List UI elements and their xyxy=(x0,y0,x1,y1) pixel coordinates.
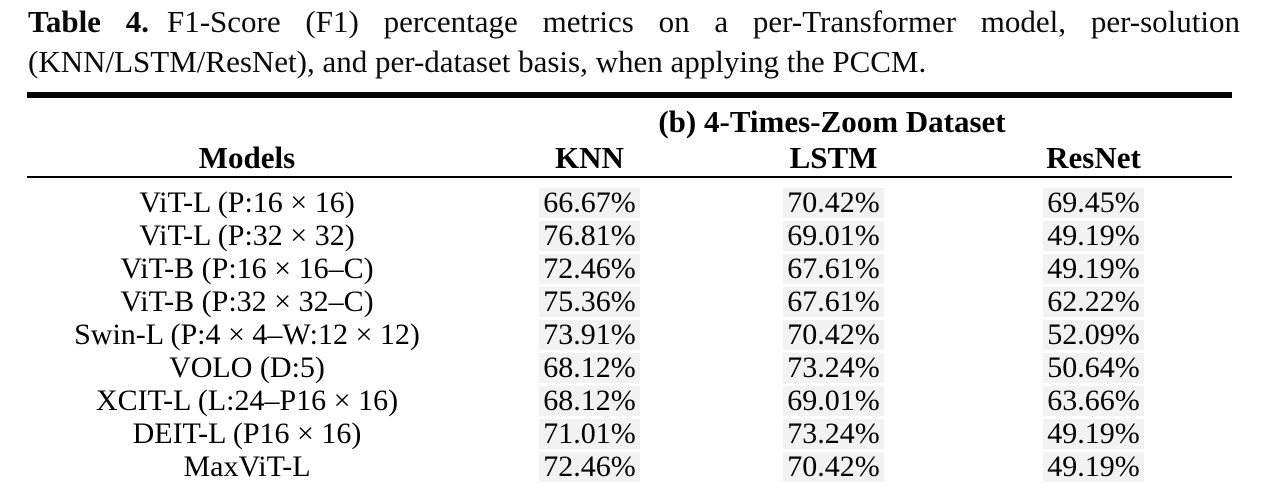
resnet-value-cell: 49.19% xyxy=(955,219,1232,252)
resnet-value-cell: 62.22% xyxy=(955,285,1232,318)
table-row: Swin-L (P:4 × 4–W:12 × 12) 73.91% 70.42%… xyxy=(27,318,1232,351)
knn-value-cell: 72.46% xyxy=(467,252,712,285)
resnet-value: 49.19% xyxy=(1043,452,1144,482)
model-name-cell: XCIT-L (L:24–P16 × 16) xyxy=(95,384,399,417)
table-top-rule xyxy=(27,92,1232,98)
lstm-value: 73.24% xyxy=(783,419,884,449)
caption-table-label: Table 4. xyxy=(28,4,149,39)
lstm-value-cell: 67.61% xyxy=(712,285,955,318)
lstm-value: 70.42% xyxy=(783,320,884,350)
column-header-lstm: LSTM xyxy=(789,140,878,175)
table-body: ViT-L (P:16 × 16) 66.67% 70.42% 69.45% V… xyxy=(27,186,1232,483)
knn-value: 66.67% xyxy=(539,188,640,218)
resnet-value-cell: 52.09% xyxy=(955,318,1232,351)
lstm-value-cell: 69.01% xyxy=(712,219,955,252)
column-header-knn: KNN xyxy=(555,140,624,175)
caption-line-1-text: F1-Score (F1) percentage metrics on a pe… xyxy=(166,4,1241,39)
knn-value-cell: 71.01% xyxy=(467,417,712,450)
knn-value: 72.46% xyxy=(539,452,640,482)
results-table: (b) 4-Times-Zoom Dataset Models KNN LSTM… xyxy=(27,92,1232,483)
dataset-group-header-row: (b) 4-Times-Zoom Dataset xyxy=(27,106,1232,140)
table-row: MaxViT-L 72.46% 70.42% 49.19% xyxy=(27,450,1232,483)
knn-value: 76.81% xyxy=(539,221,640,251)
knn-value: 72.46% xyxy=(539,254,640,284)
lstm-value: 70.42% xyxy=(783,452,884,482)
resnet-value: 50.64% xyxy=(1043,353,1144,383)
lstm-value-cell: 69.01% xyxy=(712,384,955,417)
resnet-value-cell: 49.19% xyxy=(955,252,1232,285)
lstm-value: 70.42% xyxy=(783,188,884,218)
header-separator-rule xyxy=(27,176,1232,178)
column-header-resnet: ResNet xyxy=(1046,140,1141,175)
knn-value: 75.36% xyxy=(539,287,640,317)
table-caption: Table 4. F1-Score (F1) percentage metrics… xyxy=(28,2,1240,82)
knn-value-cell: 68.12% xyxy=(467,351,712,384)
table-row: ViT-B (P:16 × 16–C) 72.46% 67.61% 49.19% xyxy=(27,252,1232,285)
resnet-value-cell: 69.45% xyxy=(955,186,1232,219)
column-header-models: Models xyxy=(198,140,296,175)
resnet-value-cell: 63.66% xyxy=(955,384,1232,417)
lstm-value-cell: 70.42% xyxy=(712,318,955,351)
dataset-group-header: (b) 4-Times-Zoom Dataset xyxy=(658,104,1006,139)
knn-value-cell: 68.12% xyxy=(467,384,712,417)
model-name-cell: ViT-B (P:32 × 32–C) xyxy=(120,285,374,318)
knn-value-cell: 72.46% xyxy=(467,450,712,483)
lstm-value: 67.61% xyxy=(783,287,884,317)
resnet-value: 62.22% xyxy=(1043,287,1144,317)
resnet-value: 49.19% xyxy=(1043,221,1144,251)
model-name-cell: ViT-L (P:32 × 32) xyxy=(139,219,355,252)
lstm-value: 69.01% xyxy=(783,221,884,251)
knn-value-cell: 66.67% xyxy=(467,186,712,219)
resnet-value: 69.45% xyxy=(1043,188,1144,218)
table-row: ViT-B (P:32 × 32–C) 75.36% 67.61% 62.22% xyxy=(27,285,1232,318)
lstm-value-cell: 73.24% xyxy=(712,351,955,384)
model-name-cell: Swin-L (P:4 × 4–W:12 × 12) xyxy=(74,318,420,351)
caption-line-2: (KNN/LSTM/ResNet), and per-dataset basis… xyxy=(28,44,927,79)
lstm-value-cell: 70.42% xyxy=(712,186,955,219)
knn-value: 73.91% xyxy=(539,320,640,350)
lstm-value: 67.61% xyxy=(783,254,884,284)
table-row: ViT-L (P:32 × 32) 76.81% 69.01% 49.19% xyxy=(27,219,1232,252)
lstm-value-cell: 67.61% xyxy=(712,252,955,285)
knn-value-cell: 76.81% xyxy=(467,219,712,252)
column-header-row: Models KNN LSTM ResNet xyxy=(27,140,1232,176)
resnet-value: 52.09% xyxy=(1043,320,1144,350)
model-name-cell: VOLO (D:5) xyxy=(169,351,325,384)
resnet-value-cell: 49.19% xyxy=(955,417,1232,450)
lstm-value: 73.24% xyxy=(783,353,884,383)
resnet-value: 49.19% xyxy=(1043,419,1144,449)
model-name-cell: ViT-L (P:16 × 16) xyxy=(139,186,355,219)
knn-value-cell: 75.36% xyxy=(467,285,712,318)
resnet-value-cell: 50.64% xyxy=(955,351,1232,384)
lstm-value-cell: 73.24% xyxy=(712,417,955,450)
caption-line-1: Table 4. F1-Score (F1) percentage metrics… xyxy=(28,2,1240,42)
model-name-cell: DEIT-L (P16 × 16) xyxy=(132,417,362,450)
model-name-cell: MaxViT-L xyxy=(183,450,311,483)
resnet-value: 49.19% xyxy=(1043,254,1144,284)
table-row: VOLO (D:5) 68.12% 73.24% 50.64% xyxy=(27,351,1232,384)
resnet-value: 63.66% xyxy=(1043,386,1144,416)
table-row: XCIT-L (L:24–P16 × 16) 68.12% 69.01% 63.… xyxy=(27,384,1232,417)
lstm-value-cell: 70.42% xyxy=(712,450,955,483)
knn-value: 68.12% xyxy=(539,386,640,416)
resnet-value-cell: 49.19% xyxy=(955,450,1232,483)
knn-value-cell: 73.91% xyxy=(467,318,712,351)
model-name-cell: ViT-B (P:16 × 16–C) xyxy=(120,252,374,285)
table-row: ViT-L (P:16 × 16) 66.67% 70.42% 69.45% xyxy=(27,186,1232,219)
knn-value: 68.12% xyxy=(539,353,640,383)
lstm-value: 69.01% xyxy=(783,386,884,416)
knn-value: 71.01% xyxy=(539,419,640,449)
table-row: DEIT-L (P16 × 16) 71.01% 73.24% 49.19% xyxy=(27,417,1232,450)
